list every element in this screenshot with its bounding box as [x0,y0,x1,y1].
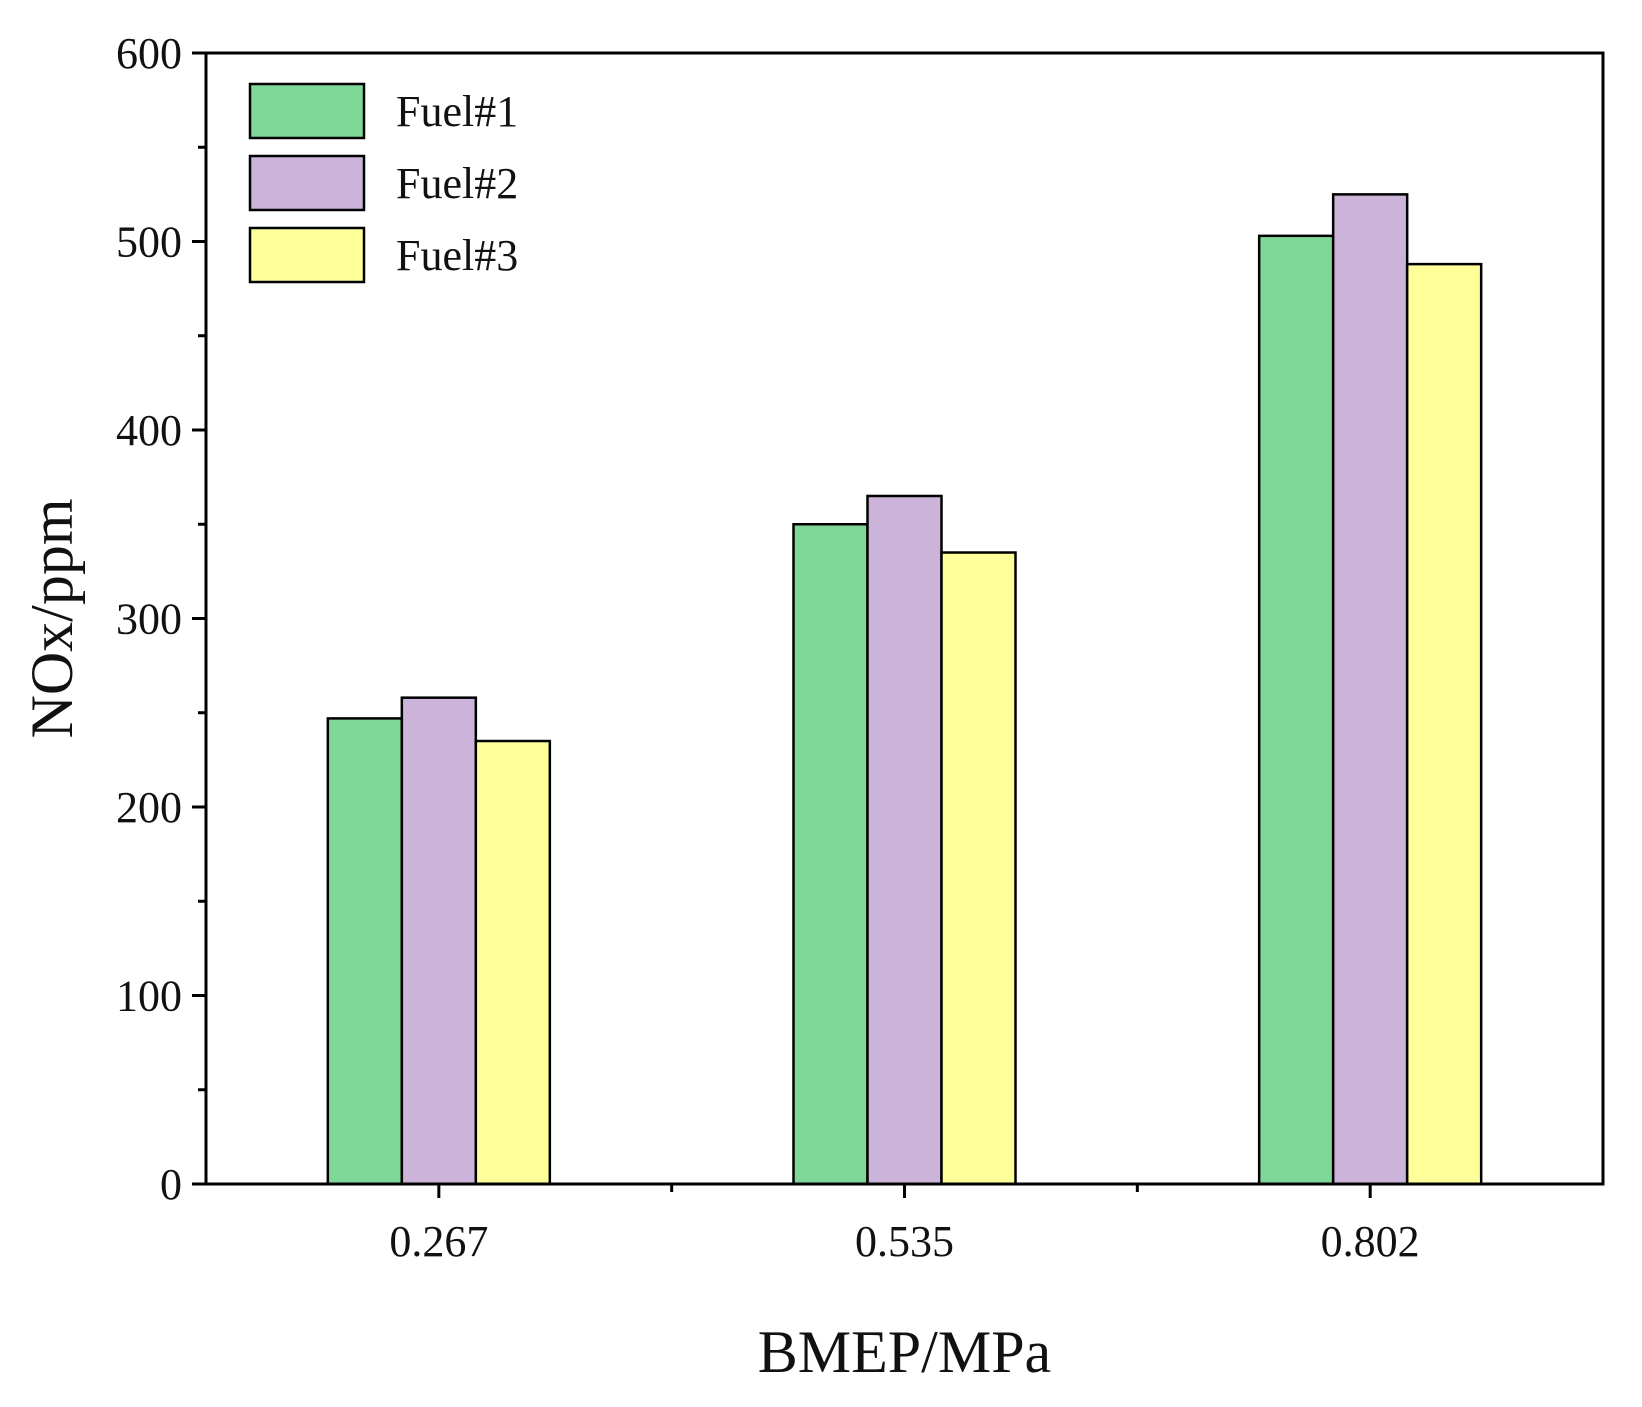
legend-label-Fuel1: Fuel#1 [396,87,518,136]
bar-Fuel2-0.267 [400,696,478,1186]
y-tick-label: 600 [116,29,182,78]
y-tick-label: 400 [116,406,182,455]
bar-Fuel1-0.802 [1257,234,1335,1186]
bar-Fuel2-0.535 [866,494,943,1186]
legend-swatch-Fuel2 [248,154,366,212]
legend-label-Fuel2: Fuel#2 [396,159,518,208]
legend: Fuel#1 Fuel#2 Fuel#3 [248,82,518,284]
x-tick-label: 0.802 [1321,1217,1420,1266]
bar-Fuel2-0.802 [1331,193,1409,1186]
x-tick-label: 0.535 [855,1217,954,1266]
bars-layer [326,193,1483,1186]
bar-Fuel3-0.802 [1405,262,1483,1186]
y-tick-label: 300 [116,595,182,644]
legend-swatch-Fuel3 [248,226,366,284]
x-axis-title: BMEP/MPa [758,1319,1051,1385]
bar-Fuel1-0.267 [326,717,404,1186]
legend-label-Fuel3: Fuel#3 [396,231,518,280]
axes-layer: 0 100 200 300 400 500 600 0.267 0.535 0.802 [116,29,1605,1266]
bar-Fuel3-0.535 [940,551,1017,1186]
y-tick-label: 100 [116,972,182,1021]
bar-Fuel3-0.267 [474,739,552,1186]
y-axis-title: NOx/ppm [19,499,85,739]
legend-swatch-Fuel1 [248,82,366,140]
bar-Fuel1-0.535 [792,523,869,1186]
y-tick-label: 0 [160,1160,182,1209]
y-tick-label: 200 [116,783,182,832]
y-tick-label: 500 [116,218,182,267]
x-tick-label: 0.267 [389,1217,488,1266]
